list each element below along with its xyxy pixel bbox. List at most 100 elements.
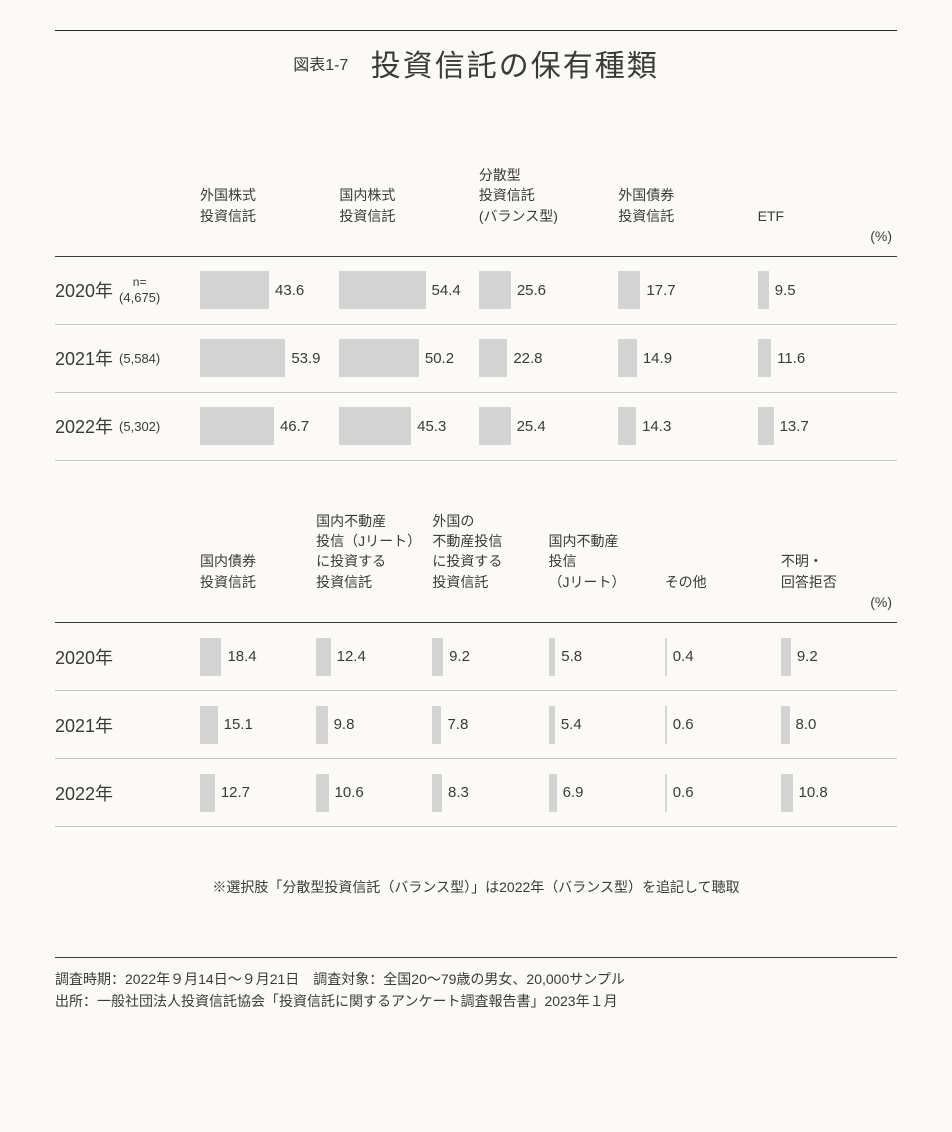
data-row: 2022年12.7 10.6 8.3 6.9 0.6 10.8 [55, 759, 897, 827]
sample-size: n=(4,675) [119, 275, 160, 305]
n-value: (5,584) [119, 351, 160, 367]
bar-cell: 17.7 [618, 271, 757, 309]
bar [316, 706, 327, 744]
bar [781, 774, 793, 812]
data-row: 2020年 18.4 12.4 9.2 5.8 0.4 9.2 [55, 623, 897, 691]
bar-cell: 0.6 [665, 706, 781, 744]
n-value: (5,302) [119, 419, 160, 435]
bar [665, 774, 667, 812]
bar-cell: 0.6 [665, 774, 781, 812]
bar-cell: 8.3 [432, 774, 548, 812]
column-headers-row: 国内債券 投資信託国内不動産 投信（Jリート） に投資する 投資信託外国の 不動… [55, 511, 897, 592]
bar-cell: 50.2 [339, 339, 478, 377]
year-label: 2021年 [55, 345, 113, 371]
bar-cell: 43.6 [200, 271, 339, 309]
bar-value: 9.8 [334, 716, 355, 733]
footnote: ※選択肢「分散型投資信託（バランス型）」は2022年（バランス型）を追記して聴取 [55, 877, 897, 897]
bar [316, 774, 328, 812]
bar-cell: 0.4 [665, 638, 781, 676]
bar [665, 638, 667, 676]
bar-value: 9.2 [449, 648, 470, 665]
column-headers-row: 外国株式 投資信託国内株式 投資信託分散型 投資信託 (バランス型)外国債券 投… [55, 165, 897, 226]
bar-cell: 9.2 [432, 638, 548, 676]
bar [479, 407, 511, 445]
bar-cell: 14.3 [618, 407, 757, 445]
bar-value: 7.8 [447, 716, 468, 733]
title-area: 図表1-7 投資信託の保有種類 [55, 41, 897, 85]
year-label: 2021年 [55, 712, 113, 738]
bar [200, 774, 215, 812]
year-cell: 2022年 [55, 780, 200, 806]
bar-cell: 9.5 [758, 271, 897, 309]
bar-cell: 12.7 [200, 774, 316, 812]
bar-cell: 5.4 [549, 706, 665, 744]
bar-value: 0.6 [673, 716, 694, 733]
footer-rule [55, 957, 897, 958]
bar-value: 54.4 [432, 282, 461, 299]
column-header: 分散型 投資信託 (バランス型) [479, 165, 618, 226]
bar-value: 43.6 [275, 282, 304, 299]
bar-value: 17.7 [646, 282, 675, 299]
column-header: 国内株式 投資信託 [339, 185, 478, 226]
figure-title: 投資信託の保有種類 [371, 50, 659, 83]
bar [200, 407, 274, 445]
bar [339, 271, 425, 309]
bar-cell: 10.8 [781, 774, 897, 812]
bar [432, 706, 441, 744]
top-horizontal-rule [55, 30, 897, 31]
footer-line-1: 調査時期：2022年９月14日～９月21日 調査対象：全国20～79歳の男女、2… [55, 968, 897, 990]
bar-value: 18.4 [227, 648, 256, 665]
bar-value: 0.4 [673, 648, 694, 665]
year-cell: 2021年 [55, 712, 200, 738]
bar [781, 706, 790, 744]
bar-value: 6.9 [563, 784, 584, 801]
bar-value: 46.7 [280, 418, 309, 435]
column-header: 外国債券 投資信託 [618, 185, 757, 226]
bar [479, 339, 508, 377]
bar-value: 0.6 [673, 784, 694, 801]
bar [432, 774, 442, 812]
year-label: 2020年 [55, 277, 113, 303]
bar-value: 12.4 [337, 648, 366, 665]
bar-value: 11.6 [777, 350, 805, 367]
bar-cell: 25.6 [479, 271, 618, 309]
bar-value: 10.6 [335, 784, 364, 801]
bar-value: 10.8 [799, 784, 828, 801]
bar-cell: 54.4 [339, 271, 478, 309]
bar-cell: 5.8 [549, 638, 665, 676]
year-label: 2022年 [55, 413, 113, 439]
column-header: 国内不動産 投信 （Jリート） [549, 531, 665, 592]
column-header: 国内債券 投資信託 [200, 551, 316, 592]
bar-value: 8.0 [796, 716, 817, 733]
bar [339, 407, 411, 445]
bar-value: 14.9 [643, 350, 672, 367]
bar [339, 339, 418, 377]
bar-cell: 12.4 [316, 638, 432, 676]
bar [758, 407, 774, 445]
bar-value: 14.3 [642, 418, 671, 435]
figure-label: 図表1-7 [293, 57, 348, 74]
bar-cell: 9.8 [316, 706, 432, 744]
bar-cell: 8.0 [781, 706, 897, 744]
year-label: 2020年 [55, 644, 113, 670]
bar-cell: 14.9 [618, 339, 757, 377]
bar [758, 271, 769, 309]
bar-cell: 7.8 [432, 706, 548, 744]
bar [781, 638, 791, 676]
bar [549, 774, 557, 812]
bar-cell: 22.8 [479, 339, 618, 377]
bar-cell: 10.6 [316, 774, 432, 812]
data-row: 2022年(5,302)46.745.325.414.313.7 [55, 393, 897, 461]
bar [549, 638, 556, 676]
bar-cell: 9.2 [781, 638, 897, 676]
sample-size: (5,584) [119, 351, 160, 367]
chart-block-1: 外国株式 投資信託国内株式 投資信託分散型 投資信託 (バランス型)外国債券 投… [55, 165, 897, 461]
bar [432, 638, 443, 676]
bar-cell: 15.1 [200, 706, 316, 744]
footer-line-2: 出所：一般社団法人投資信託協会「投資信託に関するアンケート調査報告書」2023年… [55, 990, 897, 1012]
bar-value: 15.1 [224, 716, 253, 733]
bar [316, 638, 330, 676]
bar-value: 53.9 [291, 350, 320, 367]
column-header: 国内不動産 投信（Jリート） に投資する 投資信託 [316, 511, 432, 592]
bar-value: 13.7 [780, 418, 809, 435]
